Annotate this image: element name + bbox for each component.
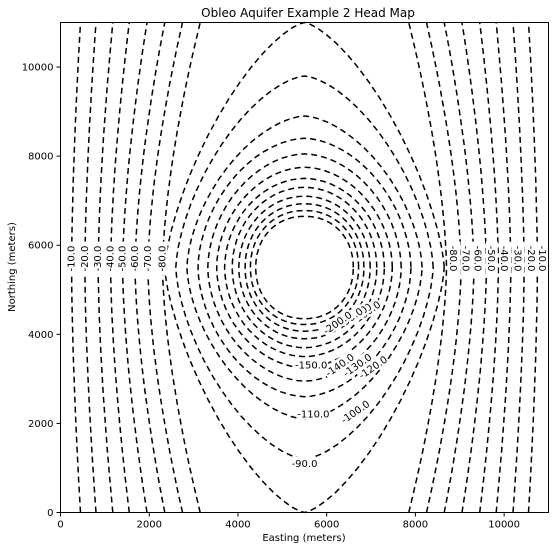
contour-line-40-east — [478, 22, 500, 513]
contour-label: -60.0 — [128, 241, 141, 276]
contour-line-70-east — [425, 22, 462, 513]
contour-label-text: -30.0 — [511, 246, 522, 272]
x-tick-label: 0 — [57, 520, 63, 531]
y-tick-label: 6000 — [28, 241, 53, 252]
contour-line-170 — [238, 195, 371, 340]
x-tick-label: 2000 — [137, 520, 162, 531]
contour-label-text: -80.0 — [447, 246, 458, 272]
contour-line-50-west — [121, 22, 148, 513]
contour-line-200 — [254, 215, 355, 320]
contour-label-text: -70.0 — [143, 246, 154, 272]
contour-label: -50.0 — [485, 241, 498, 276]
contour-label-text: -60.0 — [130, 246, 141, 272]
contour-label: -10.0 — [64, 241, 78, 276]
contour-label: -40.0 — [103, 241, 117, 276]
contour-label-text: -40.0 — [498, 246, 509, 272]
contour-line-90 — [164, 21, 445, 514]
contour-label: -90.0 — [287, 456, 322, 470]
contour-line-110 — [186, 115, 423, 420]
contour-label: -30.0 — [91, 241, 104, 276]
contour-label: -60.0 — [472, 241, 485, 276]
contour-label-text: -80.0 — [158, 246, 169, 272]
x-tick-label: 4000 — [225, 520, 250, 531]
contour-label: -80.0 — [155, 241, 169, 276]
x-axis-ticks: 0 2000 4000 6000 8000 10000 — [57, 512, 520, 531]
contour-label: -110.0 — [296, 407, 331, 421]
contour-line-120 — [197, 137, 412, 398]
y-axis-ticks: 0 2000 4000 6000 8000 10000 — [22, 63, 61, 519]
contour-line-50-east — [461, 22, 488, 513]
contour-line-160 — [231, 186, 378, 349]
y-tick-label: 0 — [47, 508, 53, 519]
contour-label: -20.0 — [525, 241, 538, 276]
contour-label: -70.0 — [460, 241, 473, 276]
y-tick-label: 10000 — [22, 63, 54, 74]
contour-label-text: -110.0 — [297, 410, 329, 421]
contour-label-text: -90.0 — [292, 459, 318, 470]
contour-label-text: -70.0 — [460, 246, 471, 272]
x-tick-label: 8000 — [403, 520, 428, 531]
y-tick-label: 4000 — [28, 330, 53, 341]
x-tick-label: 10000 — [488, 520, 520, 531]
chart-title: Obleo Aquifer Example 2 Head Map — [201, 6, 415, 20]
contour-label-text: -20.0 — [525, 246, 536, 272]
contour-line-70-west — [147, 22, 184, 513]
y-axis-label: Northing (meters) — [7, 222, 18, 312]
plot-frame — [60, 22, 549, 513]
contour-label: -80.0 — [447, 241, 461, 276]
contour-line-130 — [207, 153, 402, 382]
contour-line-100 — [175, 75, 434, 460]
y-tick-label: 2000 — [28, 419, 53, 430]
y-tick-label: 8000 — [28, 152, 53, 163]
contour-label: -20.0 — [77, 241, 91, 276]
contour-label-text: -10.0 — [536, 246, 547, 272]
contour-line-150 — [223, 177, 386, 358]
contour-line-60-east — [443, 22, 475, 513]
contour-line-60-west — [134, 22, 166, 513]
contour-line-140 — [215, 166, 394, 369]
contour-label: -40.0 — [498, 241, 512, 276]
contour-label-text: -50.0 — [485, 246, 496, 272]
contour-label-text: -40.0 — [106, 246, 117, 272]
contour-label: -150.0 — [294, 358, 329, 372]
contour-line-80-west — [161, 22, 201, 513]
x-tick-label: 6000 — [314, 520, 339, 531]
contour-label: -30.0 — [511, 241, 525, 276]
contour-labels: -10.0 -20.0 -30.0 -40.0 -50.0 -60.0 -70.0 -80.0… — [64, 241, 549, 470]
contour-line-190 — [249, 209, 360, 326]
contour-label-text: -30.0 — [93, 246, 104, 272]
contour-label: -50.0 — [115, 241, 129, 276]
contour-line-80-east — [408, 22, 448, 513]
x-axis-label: Easting (meters) — [262, 533, 345, 544]
contour-label-text: -60.0 — [472, 246, 483, 272]
contour-label-text: -50.0 — [118, 246, 129, 272]
contour-label: -70.0 — [140, 241, 154, 276]
contour-label-text: -20.0 — [80, 246, 91, 272]
contour-label: -100.0 — [337, 396, 373, 426]
contour-label: -10.0 — [536, 241, 549, 276]
contour-label-text: -150.0 — [295, 361, 327, 372]
contour-label-text: -10.0 — [67, 246, 78, 272]
